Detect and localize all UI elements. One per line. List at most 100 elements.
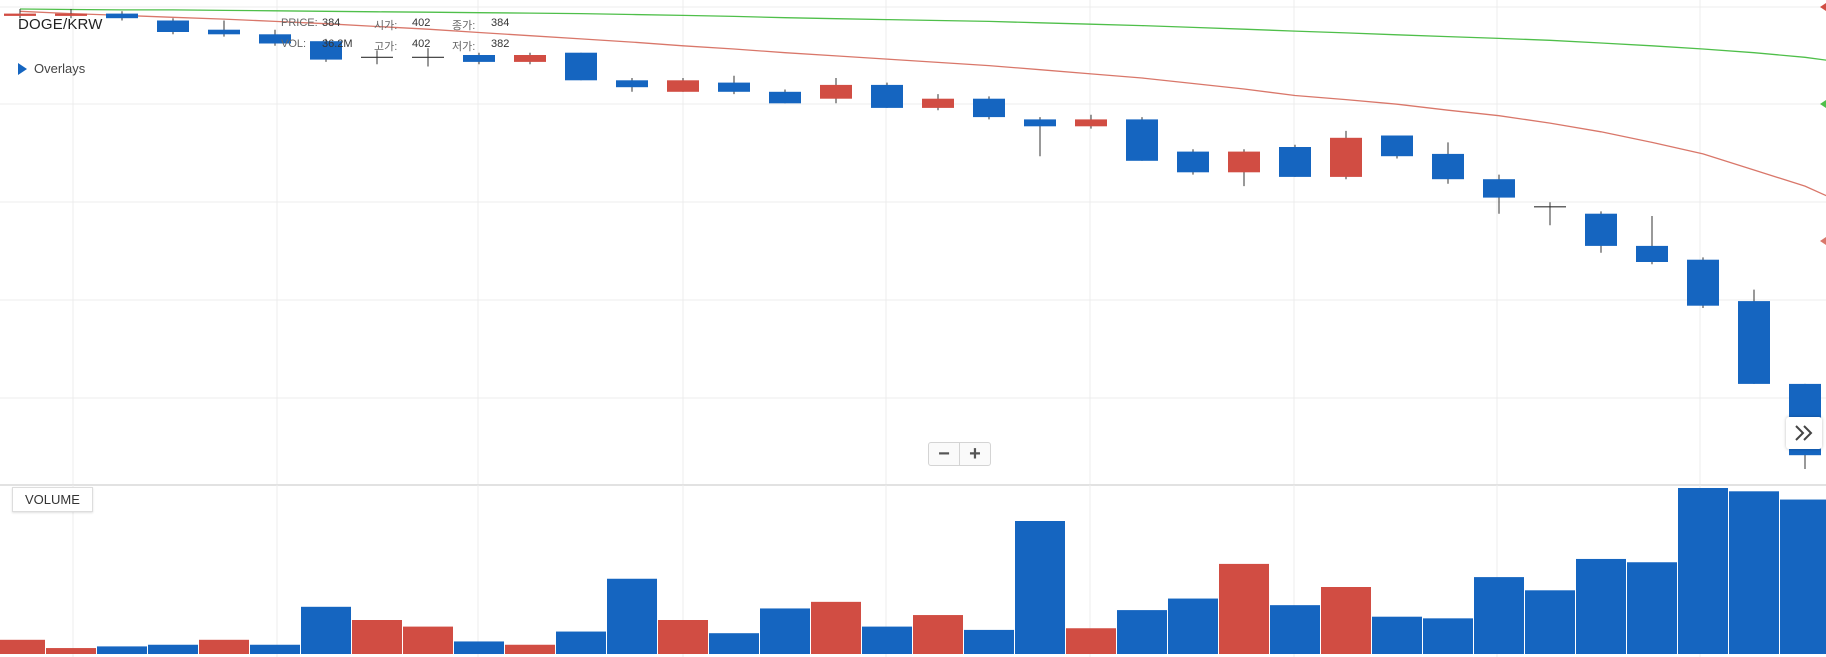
- volume-bar: [1474, 577, 1524, 654]
- candle-body: [769, 91, 801, 104]
- low-label: 저가:: [452, 41, 476, 53]
- candle-body: [1432, 153, 1464, 180]
- price-chart[interactable]: [0, 0, 1826, 484]
- volume-bar: [97, 646, 147, 654]
- volume-bar: [250, 644, 300, 654]
- volume-bar: [301, 606, 351, 654]
- pane-divider[interactable]: [0, 484, 1826, 486]
- candle-body: [1075, 119, 1107, 127]
- volume-bar: [352, 620, 402, 654]
- volume-bar: [913, 615, 963, 654]
- candle-body: [4, 13, 36, 16]
- volume-bar: [199, 639, 249, 654]
- volume-bar: [1372, 616, 1422, 654]
- candle-body: [973, 98, 1005, 118]
- volume-bar: [454, 641, 504, 654]
- volume-bar: [1117, 610, 1167, 654]
- volume-bar: [505, 644, 555, 654]
- volume-bar: [1423, 618, 1473, 654]
- close-label: 종가:: [452, 20, 476, 32]
- price-label: PRICE:: [281, 17, 318, 29]
- volume-bar: [403, 626, 453, 654]
- volume-bars: [0, 488, 1826, 654]
- zoom-controls: − +: [928, 442, 991, 466]
- volume-bar: [1525, 590, 1575, 654]
- candle-body: [820, 84, 852, 99]
- candle-body: [616, 80, 648, 88]
- symbol-label: DOGE/KRW: [18, 16, 103, 33]
- ma-long-marker: [1820, 100, 1826, 108]
- price-marker: [1820, 3, 1826, 11]
- volume-bar: [709, 633, 759, 654]
- candle-body: [1024, 119, 1056, 127]
- open-value: 402: [412, 17, 431, 29]
- vol-label: VOL:: [281, 38, 307, 50]
- volume-bar: [1168, 598, 1218, 654]
- volume-bar: [0, 639, 45, 654]
- candle-body: [1738, 301, 1770, 384]
- candle-body: [157, 20, 189, 32]
- ma-short-line: [19, 10, 1826, 197]
- candle-body: [1483, 179, 1515, 198]
- candle-body: [514, 55, 546, 62]
- volume-bar: [1678, 488, 1728, 654]
- volume-bar: [1780, 499, 1826, 654]
- price-markers: [1820, 3, 1826, 245]
- high-label: 고가:: [374, 41, 398, 53]
- volume-bar: [607, 578, 657, 654]
- candle-body: [463, 55, 495, 62]
- scroll-right-button[interactable]: [1786, 417, 1822, 449]
- candle-body: [310, 41, 342, 60]
- candle-body: [922, 98, 954, 108]
- ma-long-line: [19, 8, 1826, 61]
- candle-body: [1687, 259, 1719, 306]
- volume-bar: [148, 644, 198, 654]
- candle-body: [259, 34, 291, 44]
- volume-chart[interactable]: [0, 485, 1826, 657]
- candle-body: [1126, 119, 1158, 161]
- volume-bar: [1015, 521, 1065, 654]
- candle-body: [565, 52, 597, 81]
- candle-body: [1279, 147, 1311, 177]
- candle-body: [55, 13, 87, 16]
- price-value: 384: [322, 17, 341, 29]
- volume-button[interactable]: VOLUME: [12, 487, 93, 512]
- volume-bar: [964, 629, 1014, 654]
- grid: [0, 0, 1826, 484]
- overlays-label: Overlays: [34, 61, 86, 76]
- volume-bar: [1321, 587, 1371, 654]
- volume-bar: [1627, 562, 1677, 654]
- volume-bar: [1729, 491, 1779, 654]
- high-value: 402: [412, 38, 431, 50]
- double-chevron-right-icon: [1795, 425, 1813, 441]
- candle-body: [1381, 135, 1413, 157]
- volume-bar: [46, 648, 96, 654]
- volume-bar: [811, 601, 861, 654]
- volume-bar: [1219, 563, 1269, 654]
- open-label: 시가:: [374, 20, 398, 32]
- candle-body: [718, 82, 750, 92]
- volume-bar: [658, 620, 708, 654]
- play-triangle-icon: [18, 62, 27, 75]
- candle-body: [667, 80, 699, 92]
- candle-body: [1636, 245, 1668, 262]
- ma-short-marker: [1820, 237, 1826, 245]
- volume-bar: [556, 631, 606, 654]
- volume-bar: [1066, 628, 1116, 654]
- volume-bar: [760, 608, 810, 654]
- vol-value: 36.2M: [322, 38, 353, 50]
- zoom-out-button[interactable]: −: [938, 442, 950, 465]
- candle-body: [208, 29, 240, 35]
- zoom-in-button[interactable]: +: [959, 443, 990, 465]
- overlays-toggle[interactable]: Overlays: [18, 61, 85, 76]
- candle-body: [1177, 151, 1209, 173]
- volume-bar: [1270, 605, 1320, 654]
- candle-body: [1585, 213, 1617, 246]
- volume-bar: [1576, 558, 1626, 654]
- volume-bar: [862, 626, 912, 654]
- candle-body: [871, 84, 903, 108]
- candle-body: [106, 13, 138, 19]
- candle-body: [1228, 151, 1260, 173]
- moving-averages: [19, 8, 1826, 197]
